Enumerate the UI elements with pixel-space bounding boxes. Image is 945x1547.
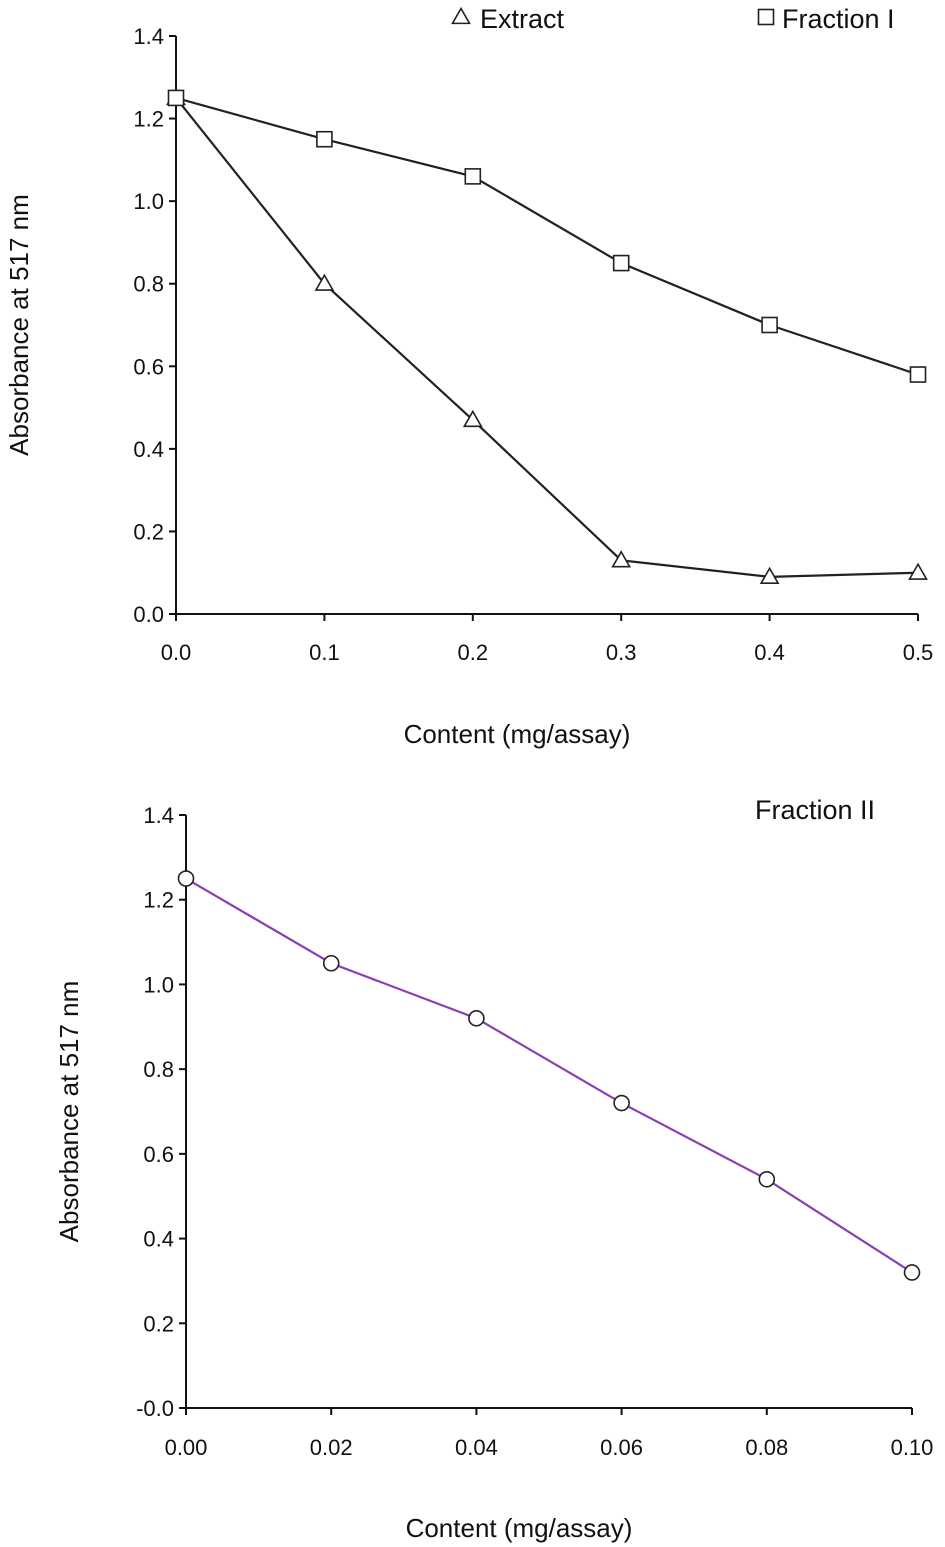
data-point	[612, 254, 630, 272]
y-tick-label: 0.2	[143, 1311, 174, 1336]
data-point	[908, 562, 928, 580]
x-tick-label: 0.00	[165, 1435, 208, 1460]
y-tick-label: 1.2	[143, 888, 174, 913]
y-tick-label: 0.4	[133, 437, 164, 462]
data-point	[462, 409, 483, 428]
x-tick-label: 0.06	[600, 1435, 643, 1460]
data-point	[177, 870, 195, 887]
x-tick-label: 0.3	[606, 640, 637, 665]
data-point	[758, 1170, 776, 1188]
x-tick-label: 0.5	[903, 640, 934, 665]
data-point	[316, 130, 333, 148]
y-tick-label: 0.2	[133, 519, 164, 544]
series-line	[175, 97, 919, 578]
x-axis-title: Content (mg/assay)	[406, 1513, 633, 1543]
y-tick-label: 1.2	[133, 107, 164, 132]
data-point	[314, 273, 335, 291]
data-point	[613, 1094, 630, 1112]
x-tick-label: 0.1	[309, 640, 340, 665]
x-tick-label: 0.08	[745, 1435, 788, 1460]
y-tick-label: 0.6	[133, 354, 164, 379]
x-tick-label: 0.2	[458, 640, 489, 665]
x-axis-title: Content (mg/assay)	[404, 719, 631, 749]
x-tick-label: 0.02	[310, 1435, 353, 1460]
legend-entry: Extract	[451, 4, 565, 34]
legend-label: Extract	[480, 4, 565, 34]
x-tick-label: 0.4	[754, 640, 785, 665]
data-point	[909, 366, 927, 383]
series-fraction-i	[167, 89, 927, 383]
series-extract	[166, 87, 928, 585]
data-point	[611, 550, 632, 568]
x-tick-label: 0.10	[891, 1435, 934, 1460]
y-axis-title: Absorbance at 517 nm	[54, 981, 84, 1243]
data-point	[468, 1010, 485, 1027]
data-point	[167, 89, 185, 107]
y-tick-label: 1.0	[133, 189, 164, 214]
legend-entry: Fraction II	[755, 795, 875, 825]
legend-marker	[757, 8, 775, 26]
legend-marker	[451, 6, 471, 25]
data-point	[759, 566, 780, 585]
series-line	[175, 96, 919, 376]
x-tick-label: 0.04	[455, 1435, 498, 1460]
chart-panel-2: -0.0 0.2 0.4 0.6 0.8 1.0 1.2 1.4 0.00 0.02 0.04 0.0…	[54, 795, 933, 1543]
y-tick-label: -0.0	[136, 1396, 174, 1421]
legend-entry: Fraction I	[757, 4, 895, 34]
y-tick-label: 1.4	[133, 24, 164, 49]
data-point	[903, 1264, 921, 1281]
series-line	[185, 877, 913, 1274]
y-tick-label: 1.0	[143, 972, 174, 997]
x-tick-label: 0.0	[161, 640, 192, 665]
data-point	[464, 168, 482, 185]
data-point	[322, 954, 340, 972]
series-fraction-ii	[177, 870, 921, 1281]
y-tick-label: 0.0	[133, 602, 164, 627]
y-tick-label: 0.4	[143, 1227, 174, 1252]
legend-label: Fraction I	[782, 4, 895, 34]
y-tick-label: 1.4	[143, 803, 174, 828]
y-tick-label: 0.6	[143, 1142, 174, 1167]
data-point	[761, 316, 778, 334]
chart-panel-1: 0.0 0.2 0.4 0.6 0.8 1.0 1.2 1.4 0.0 0.1 0.2 0.3 0.4 0…	[4, 4, 933, 749]
y-tick-label: 0.8	[143, 1057, 174, 1082]
legend-label: Fraction II	[755, 795, 875, 825]
y-axis-title: Absorbance at 517 nm	[4, 194, 34, 456]
y-tick-label: 0.8	[133, 272, 164, 297]
